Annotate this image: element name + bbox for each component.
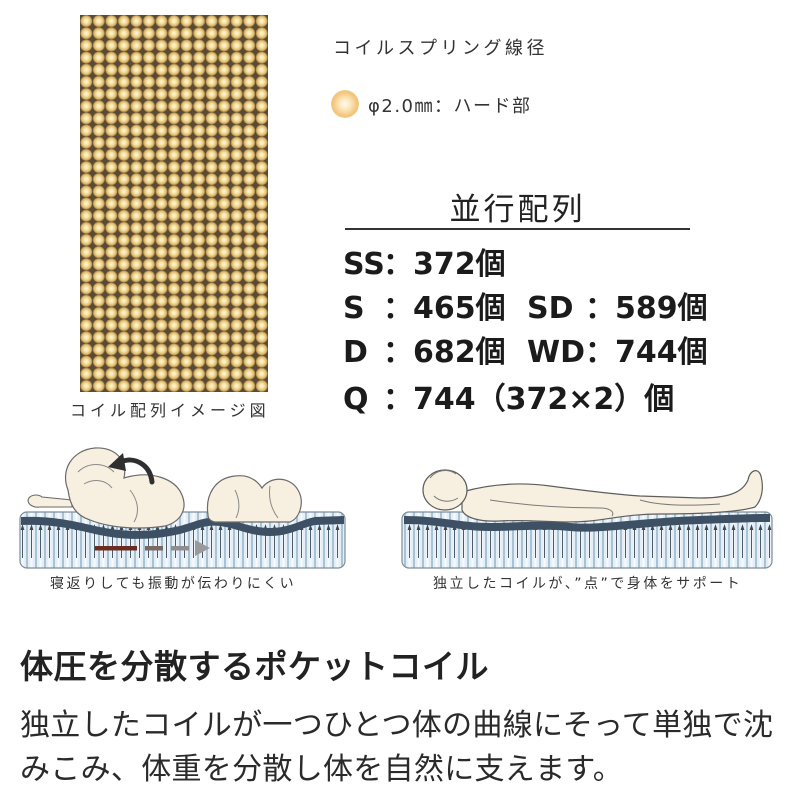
vibration-arrow-solid [95,546,137,551]
lying-head-shape [422,469,468,511]
size-label: Q [343,382,369,417]
coil-icon [331,90,359,118]
arrangement-title: 並行配列 [449,192,586,228]
coil-array-caption: コイル配列イメージ図 [70,401,270,420]
size-label: D [343,335,368,370]
lying-body-detail [429,470,721,517]
size-count: ：589個 [585,291,708,326]
hand-shape [27,494,73,508]
wire-diameter-spec: φ2.0㎜：ハード部 [368,96,532,117]
size-count: ：744（372×2）個 [383,382,675,417]
size-count: ：372個 [383,247,506,282]
resting-body-detail [234,485,279,519]
turnover-caption: 寝返りしても振動が伝わりにくい [50,576,297,592]
arrangement-divider [345,228,690,230]
size-label: WD [527,335,585,370]
turnover-illustration [19,447,346,569]
lying-body-shape [461,470,763,523]
mattress-top-band-left [21,516,344,539]
vibration-arrow-dash [171,546,189,551]
turnover-arrowhead-icon [108,453,126,471]
count-row-wd: WD：744個 [527,336,708,370]
resting-body-shape [206,475,302,523]
size-label: SD [527,291,574,326]
count-row-sd: SD ：589個 [527,292,708,326]
count-row-s: S ：465個 [343,292,506,326]
turning-body-shape [64,447,185,529]
coil-array-image [80,15,268,392]
support-illustration [401,469,773,569]
size-label: S [343,291,365,326]
count-row-ss: SS：372個 [343,248,506,282]
count-row-d: D ：682個 [343,336,506,370]
size-count: ：465個 [383,291,506,326]
feature-description-line-2: みこみ、体重を分散し体を自然に支えます。 [20,752,623,787]
feature-heading: 体圧を分散するポケットコイル [20,647,489,686]
support-caption: 独立したコイルが、”点”で身体をサポート [433,576,743,592]
wire-diameter-title: コイルスプリング線径 [333,38,548,59]
hair-detail [77,464,138,523]
size-count: ：682個 [383,335,506,370]
feature-description-line-1: 独立したコイルが一つひとつ体の曲線にそって単独で沈 [20,708,774,743]
vibration-arrowhead-icon [195,540,210,556]
count-row-q: Q ：744（372×2）個 [343,383,674,417]
vibration-arrow-dash [145,546,163,551]
mattress-top-band-right [404,514,770,532]
size-label: SS [343,247,385,282]
size-count: ：744個 [585,335,708,370]
